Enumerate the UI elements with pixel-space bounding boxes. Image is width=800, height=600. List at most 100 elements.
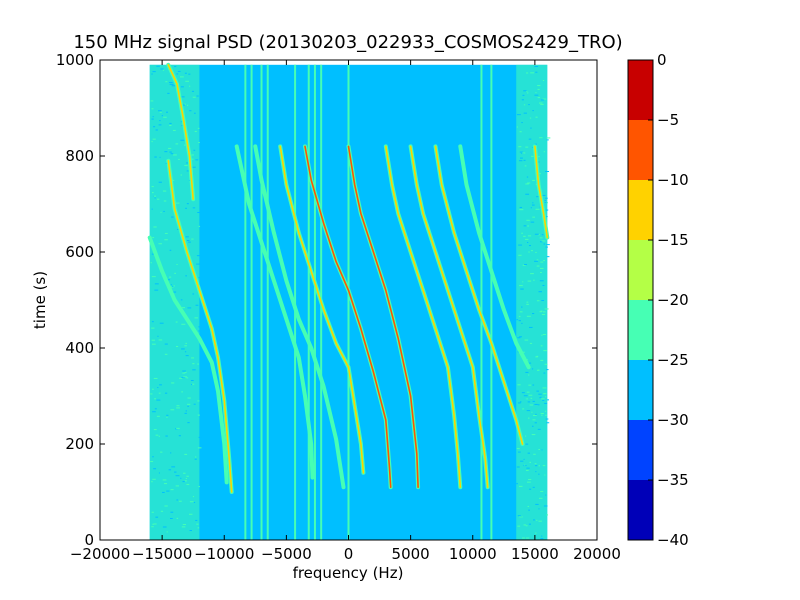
noise-speck [539,267,544,269]
noise-speck [188,241,191,243]
noise-speck [176,73,179,75]
noise-speck [528,384,532,386]
noise-speck [169,151,172,153]
noise-speck [542,334,547,336]
noise-speck [195,304,199,306]
noise-speck [197,414,200,416]
noise-speck [155,516,159,518]
noise-speck [530,273,534,275]
noise-speck [169,83,174,85]
noise-speck [535,116,538,118]
noise-speck [151,186,154,188]
noise-speck [184,371,187,373]
noise-speck [542,98,547,100]
noise-speck [525,525,528,527]
noise-speck [152,478,156,480]
noise-speck [198,225,201,227]
x-tick-label: 20000 [573,545,621,563]
noise-speck [191,384,193,386]
noise-speck [182,524,186,526]
noise-speck [535,356,538,358]
noise-speck [522,264,526,266]
noise-speck [191,158,194,160]
noise-speck [192,363,195,365]
noise-speck [528,104,530,106]
noise-speck [184,351,187,353]
noise-speck [543,393,546,395]
noise-speck [540,491,544,493]
colorbar-tick-label: −15 [657,231,689,249]
noise-speck [198,142,200,144]
noise-speck [162,526,167,528]
noise-speck [162,69,165,71]
noise-speck [534,233,539,235]
noise-speck [182,307,186,309]
trace-7 [347,145,419,489]
noise-speck [529,342,533,344]
noise-speck [530,397,533,399]
noise-speck [196,263,200,265]
noise-speck [527,92,529,94]
noise-speck [187,422,190,424]
noise-speck [175,321,178,323]
noise-speck [184,72,187,74]
noise-speck [198,330,200,332]
noise-speck [185,355,189,357]
noise-speck [540,271,542,273]
noise-speck [531,155,534,157]
noise-speck [538,291,542,293]
noise-speck [526,303,529,305]
noise-speck [194,458,197,460]
trace-4 [254,145,345,489]
noise-speck [532,313,535,315]
noise-speck [516,448,520,450]
noise-speck [542,311,546,313]
noise-speck [151,276,156,278]
noise-speck [151,481,153,483]
noise-speck [194,456,197,458]
noise-speck [522,408,525,410]
noise-speck [154,398,157,400]
trace-6 [304,145,392,489]
colorbar: −40 −35 −30 −25 −20 −15 −10 −5 0 [627,51,689,549]
noise-speck [186,483,190,485]
noise-speck [167,279,171,281]
noise-speck [544,474,546,476]
noise-speck [525,183,529,185]
trace-11 [459,145,530,369]
noise-speck [516,483,518,485]
noise-speck [540,103,544,105]
noise-speck [539,237,543,239]
noise-speck [175,485,180,487]
noise-speck [164,392,168,394]
noise-speck [539,137,543,139]
noise-speck [186,170,191,172]
noise-speck [156,198,160,200]
noise-speck [184,453,188,455]
noise-speck [547,399,550,401]
noise-speck [198,277,201,279]
noise-speck [538,102,543,104]
noise-speck [192,207,196,209]
noise-speck [176,499,179,501]
noise-speck [170,409,175,411]
noise-speck [541,535,543,537]
noise-speck [193,501,196,503]
plot-area: −20000 −15000 −10000 −5000 0 5000 10000 15000 20… [56,51,621,563]
noise-speck [517,515,521,517]
noise-speck [163,200,167,202]
noise-speck [152,456,154,458]
noise-speck [528,251,530,253]
colorbar-tick-label: −30 [657,411,689,429]
noise-speck [545,414,547,416]
noise-speck [541,234,544,236]
noise-speck [527,505,530,507]
trace-8 [384,145,462,489]
noise-speck [184,165,188,167]
noise-speck [530,250,533,252]
noise-speck [517,337,521,339]
noise-speck [181,323,186,325]
noise-speck [197,127,200,129]
noise-speck [186,475,189,477]
trace-10 [434,145,524,445]
